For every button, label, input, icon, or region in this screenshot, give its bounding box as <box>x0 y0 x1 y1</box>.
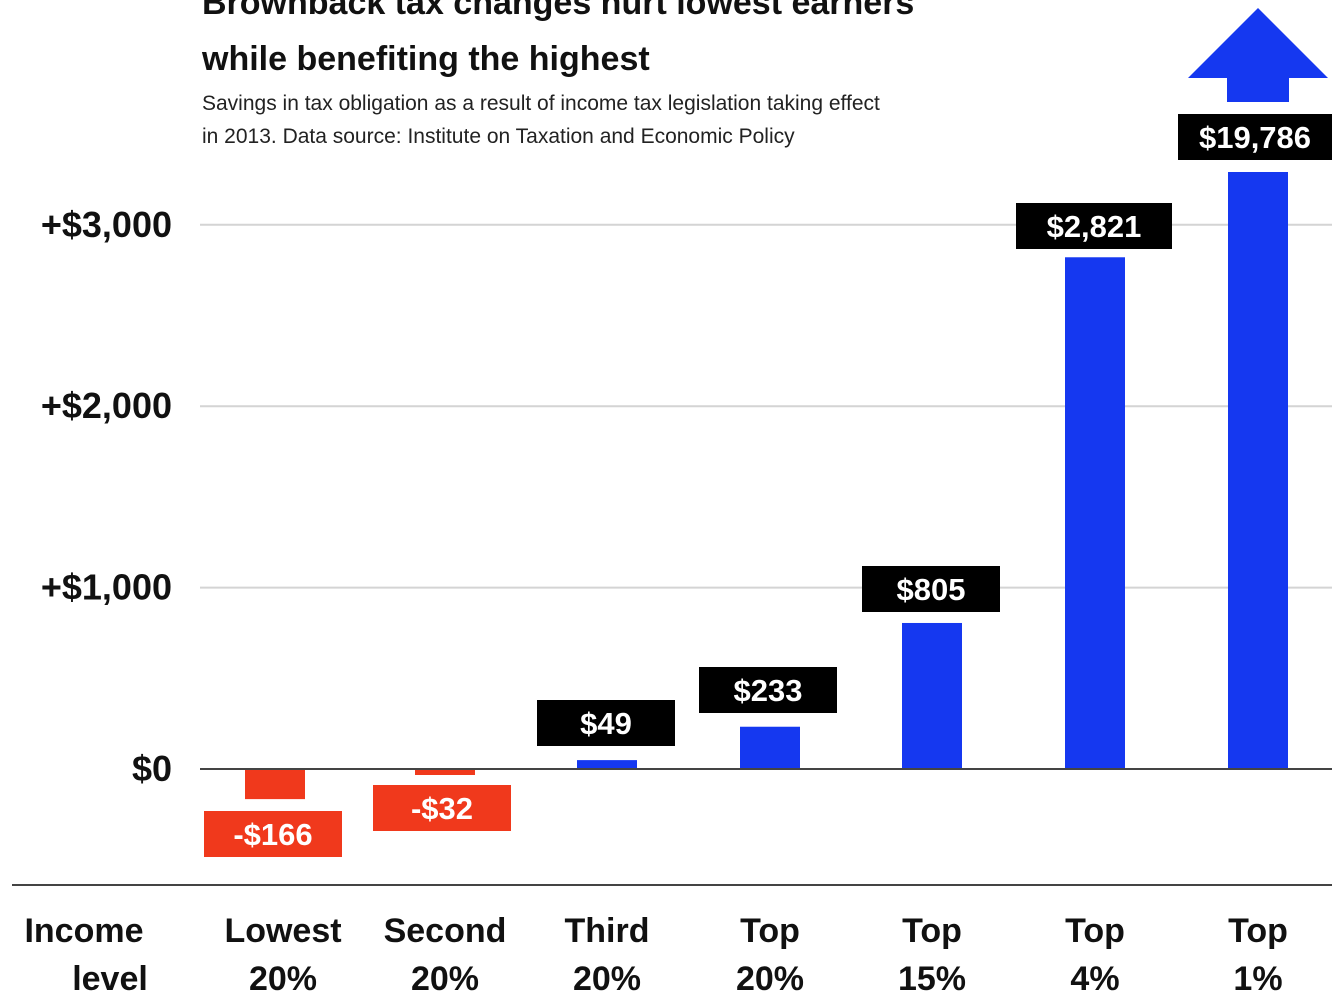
y-tick-label: +$2,000 <box>41 385 172 426</box>
bar <box>245 769 305 800</box>
chart-subtitle-line-2: in 2013. Data source: Institute on Taxat… <box>202 125 795 148</box>
data-label-text: $49 <box>580 706 632 741</box>
x-tick-label-line: Second <box>384 912 507 950</box>
x-tick-label-line: 4% <box>1070 960 1119 997</box>
chart-title-line-1: Brownback tax changes hurt lowest earner… <box>202 0 914 22</box>
x-axis-title-line-1: Income <box>24 912 143 950</box>
x-axis-title-line-2: level <box>72 960 148 997</box>
x-tick-label-line: 20% <box>411 960 479 997</box>
x-tick-label-line: 15% <box>898 960 966 997</box>
x-tick-label: Top 4% <box>1065 912 1125 997</box>
data-label: $805 <box>862 566 1000 612</box>
data-label-text: $233 <box>734 673 803 708</box>
data-label: -$166 <box>204 811 342 857</box>
data-label: $2,821 <box>1016 203 1172 249</box>
y-tick-label: +$3,000 <box>41 204 172 245</box>
x-tick-label-line: 20% <box>573 960 641 997</box>
x-tick-label-line: 20% <box>249 960 317 997</box>
chart-subtitle-line-1: Savings in tax obligation as a result of… <box>202 92 880 115</box>
x-tick-label: Top 1% <box>1228 912 1288 997</box>
x-tick-label-line: Top <box>740 912 800 950</box>
data-label-box <box>204 811 342 857</box>
x-tick-label-line: 1% <box>1233 960 1282 997</box>
data-label: $49 <box>537 700 675 746</box>
x-tick-label: Lowest 20% <box>224 912 341 997</box>
bar <box>1065 257 1125 769</box>
data-label-box <box>1016 203 1172 249</box>
bar <box>740 726 800 769</box>
chart-title: Brownback tax changes hurt lowest earner… <box>201 0 914 78</box>
data-label: $233 <box>699 667 837 713</box>
x-tick-label-line: Lowest <box>224 912 341 950</box>
data-label: $19,786 <box>1178 114 1332 160</box>
data-label-text: -$32 <box>411 791 473 826</box>
y-axis-tick-labels: $0 +$1,000 +$2,000 +$3,000 <box>41 204 172 789</box>
chart-subtitle: Savings in tax obligation as a result of… <box>202 92 880 148</box>
x-tick-label-line: Top <box>902 912 962 950</box>
chart-title-line-2: while benefiting the highest <box>201 40 650 78</box>
x-axis-title: Income level <box>24 912 147 997</box>
data-label-box <box>1178 114 1332 160</box>
bar <box>415 769 475 775</box>
x-tick-label: Second 20% <box>384 912 507 997</box>
data-label-box <box>373 785 511 831</box>
x-tick-label: Top 20% <box>736 912 804 997</box>
data-label: -$32 <box>373 785 511 831</box>
data-label-box <box>537 700 675 746</box>
x-axis-tick-labels: Lowest20%Second20%Third20%Top20%Top15%To… <box>224 912 1287 997</box>
y-tick-label: $0 <box>132 748 172 789</box>
gridlines <box>200 223 1332 589</box>
x-tick-label-line: Top <box>1228 912 1288 950</box>
data-labels: -$166 -$32 $49 $233 $805 $2,821 $19,786 <box>204 114 1332 857</box>
data-label-text: -$166 <box>233 817 312 852</box>
data-label-box <box>699 667 837 713</box>
bars <box>245 172 1288 800</box>
axis-break-arrow <box>1188 8 1328 102</box>
up-arrow-icon <box>1188 8 1328 102</box>
y-tick-label: +$1,000 <box>41 567 172 608</box>
x-tick-label: Top 15% <box>898 912 966 997</box>
data-label-box <box>862 566 1000 612</box>
data-label-text: $2,821 <box>1047 209 1142 244</box>
data-label-text: $805 <box>897 572 966 607</box>
x-tick-label-line: Third <box>565 912 650 950</box>
x-tick-label-line: 20% <box>736 960 804 997</box>
bar <box>1228 172 1288 769</box>
x-tick-label: Third 20% <box>565 912 650 997</box>
data-label-text: $19,786 <box>1199 120 1311 155</box>
bar <box>902 622 962 769</box>
bar <box>577 760 637 770</box>
x-tick-label-line: Top <box>1065 912 1125 950</box>
